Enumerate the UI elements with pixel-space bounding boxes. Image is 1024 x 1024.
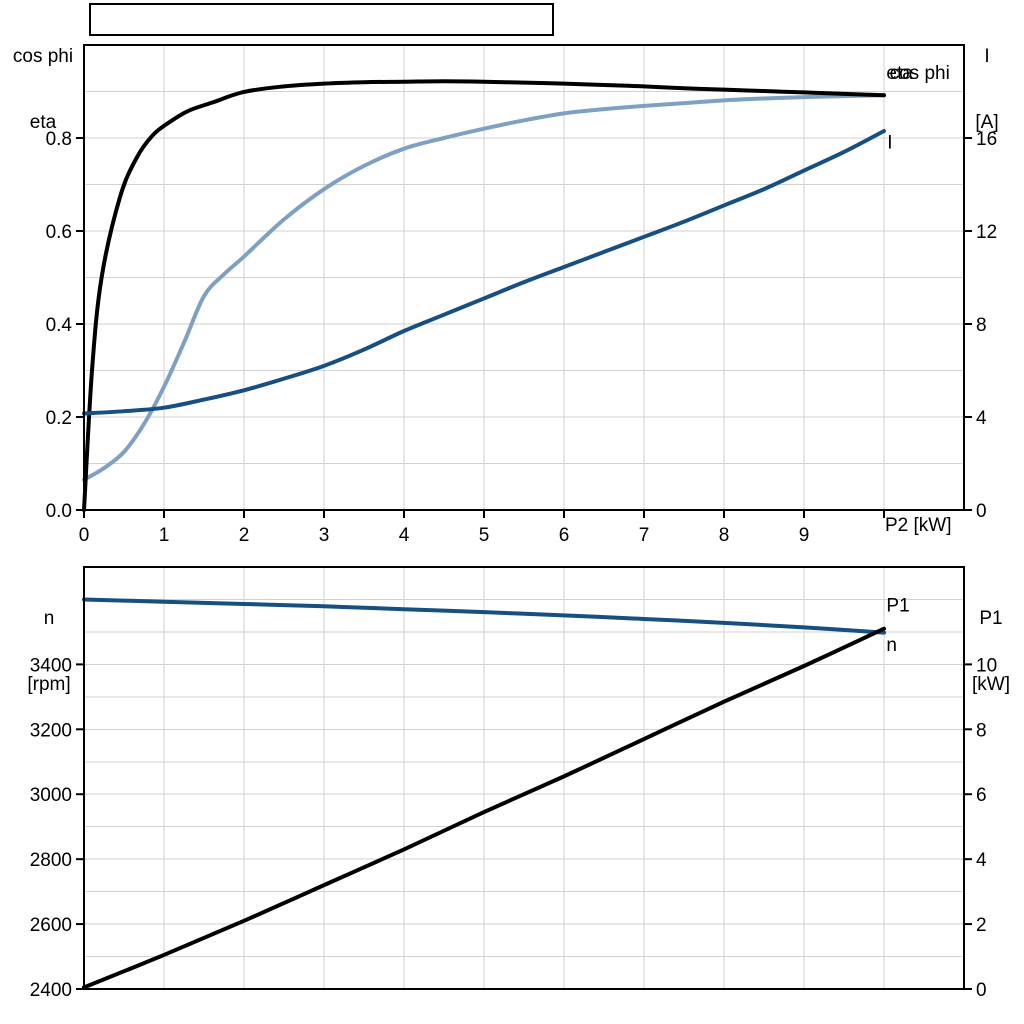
curve-label-cos-phi: cos phi	[890, 63, 950, 84]
y-left-tick-label: 2800	[30, 850, 72, 871]
plot-border	[83, 566, 965, 990]
x-tick-label: 0	[79, 525, 90, 546]
y-right-tick-label: 4	[976, 850, 987, 871]
y-left-tick-label: 3200	[30, 720, 72, 741]
y-left-tick-label: 2400	[30, 980, 72, 1001]
x-tick-label: 2	[239, 525, 250, 546]
y-left-tick-label: 0.6	[46, 222, 72, 243]
series-curve-current	[82, 129, 886, 416]
curve-label-speed: n	[886, 635, 897, 656]
chart-1: 2400 2600 2800 3000 3200 3400 0 2 4 6 8 10 n P1	[30, 566, 997, 1001]
y-right-tick-label: 0	[976, 501, 987, 522]
curve-label-current: I	[887, 133, 892, 154]
y-right-tick-label: 8	[976, 315, 987, 336]
x-tick-label: 8	[719, 525, 730, 546]
top-chart-right-axis-header: I [A]	[961, 2, 1013, 178]
left-axis-header-speed-unit: [rpm]	[27, 674, 71, 695]
left-axis-header-speed: n	[43, 608, 55, 629]
y-right-tick-label: 6	[976, 785, 987, 806]
x-tick-label: 3	[319, 525, 330, 546]
x-tick-label: 6	[559, 525, 570, 546]
x-tick-label: 4	[399, 525, 410, 546]
series-curve-input-power	[82, 626, 886, 990]
y-right-tick-label: 12	[976, 222, 997, 243]
series-curve-eta	[82, 79, 886, 512]
y-left-tick-label: 3400	[30, 655, 72, 676]
bottom-chart-right-axis-header: P1 [kW]	[963, 564, 1019, 740]
right-axis-header-power-unit: [kW]	[972, 674, 1010, 695]
left-axis-header-eta: eta	[29, 112, 57, 133]
y-right-tick-label: 16	[976, 129, 997, 150]
y-left-tick-label: 0.2	[46, 408, 72, 429]
y-right-tick-label: 10	[976, 655, 997, 676]
curve-label-eta: eta	[886, 63, 913, 84]
y-left-tick-label: 0.8	[46, 129, 72, 150]
right-axis-header-power: P1	[979, 608, 1003, 629]
right-axis-header-current-unit: [A]	[975, 112, 999, 133]
x-tick-label: 7	[639, 525, 650, 546]
top-chart-left-axis-header: cos phi eta	[4, 2, 82, 178]
plot-border	[83, 44, 965, 511]
y-left-tick-label: 0.4	[46, 315, 73, 336]
y-right-tick-label: 2	[976, 915, 987, 936]
left-axis-header-cos-phi: cos phi	[12, 46, 74, 67]
right-axis-header-current: I	[984, 46, 990, 67]
y-left-tick-label: 2600	[30, 915, 72, 936]
y-left-tick-label: 3000	[30, 785, 72, 806]
x-tick-label: 5	[479, 525, 490, 546]
y-left-tick-label: 0.0	[46, 501, 72, 522]
y-right-tick-label: 8	[976, 720, 987, 741]
y-right-tick-label: 4	[976, 408, 987, 429]
y-right-tick-label: 0	[976, 980, 987, 1001]
x-axis-label: P2 [kW]	[885, 515, 952, 536]
chart-title-box: TP65-390/2 + 132SB 7.5 kW 3*440 V, 60 Hz	[89, 3, 554, 36]
x-tick-label: 9	[799, 525, 810, 546]
x-tick-label: 1	[159, 525, 170, 546]
curve-label-input-power: P1	[886, 595, 909, 616]
series-curve-speed	[82, 597, 886, 635]
bottom-chart-left-axis-header: n [rpm]	[11, 564, 87, 740]
series-curve-cos-phi	[82, 93, 886, 482]
